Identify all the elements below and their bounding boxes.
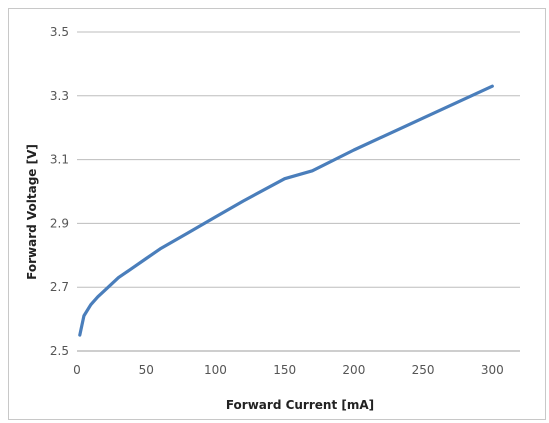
y-tick-label: 3.3 — [50, 89, 69, 103]
data-point — [283, 177, 286, 180]
y-tick-label: 2.9 — [50, 216, 69, 230]
y-tick-label: 3.1 — [50, 153, 69, 167]
data-point — [89, 303, 93, 306]
series-group — [78, 84, 494, 337]
y-tick-label: 3.5 — [50, 25, 69, 39]
x-tick-label: 250 — [412, 363, 435, 377]
x-axis-title: Forward Current [mA] — [226, 398, 374, 412]
data-point — [491, 85, 494, 88]
data-point — [145, 257, 148, 260]
y-axis-ticks: 2.5 2.7 2.9 3.1 3.3 3.5 — [50, 25, 69, 358]
x-tick-label: 200 — [342, 363, 365, 377]
data-point — [186, 231, 189, 235]
data-point — [78, 333, 81, 337]
data-point — [214, 215, 217, 219]
x-tick-label: 100 — [204, 363, 227, 377]
y-axis-title: Forward Voltage [V] — [25, 144, 39, 280]
x-tick-label: 150 — [273, 363, 296, 377]
data-point — [117, 276, 120, 279]
data-point — [158, 247, 162, 251]
data-point — [241, 199, 245, 203]
x-axis-ticks: 0 50 100 150 200 250 300 — [73, 363, 504, 377]
series-line — [78, 84, 494, 337]
data-point — [421, 116, 425, 120]
x-tick-label: 300 — [481, 363, 504, 377]
data-point — [311, 169, 314, 172]
data-point — [131, 266, 134, 270]
data-point — [103, 289, 106, 292]
data-point — [96, 295, 99, 298]
data-point — [352, 148, 356, 152]
data-point — [82, 314, 86, 318]
x-tick-label: 0 — [73, 363, 81, 377]
gridlines — [77, 31, 520, 352]
y-tick-label: 2.5 — [50, 344, 69, 358]
y-tick-label: 2.7 — [50, 280, 69, 294]
x-tick-label: 50 — [139, 363, 154, 377]
